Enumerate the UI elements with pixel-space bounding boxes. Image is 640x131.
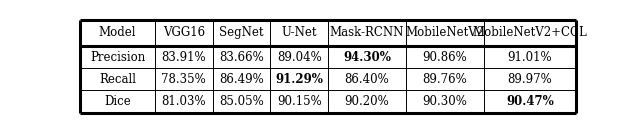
Text: 86.40%: 86.40% <box>344 73 389 86</box>
Text: 81.03%: 81.03% <box>161 95 206 108</box>
Text: MobileNetV2+CCL: MobileNetV2+CCL <box>472 26 588 39</box>
Text: MobileNetV2: MobileNetV2 <box>405 26 484 39</box>
Text: 90.47%: 90.47% <box>506 95 554 108</box>
Text: 83.91%: 83.91% <box>161 51 206 64</box>
Text: 90.86%: 90.86% <box>422 51 467 64</box>
Text: 90.20%: 90.20% <box>344 95 389 108</box>
Text: 91.29%: 91.29% <box>275 73 323 86</box>
Text: Model: Model <box>99 26 136 39</box>
Text: 89.97%: 89.97% <box>508 73 552 86</box>
Text: VGG16: VGG16 <box>163 26 205 39</box>
Text: 85.05%: 85.05% <box>219 95 264 108</box>
Text: SegNet: SegNet <box>220 26 264 39</box>
Text: 86.49%: 86.49% <box>219 73 264 86</box>
Text: 90.15%: 90.15% <box>276 95 321 108</box>
Text: Recall: Recall <box>99 73 136 86</box>
Text: Precision: Precision <box>90 51 145 64</box>
Text: U-Net: U-Net <box>282 26 317 39</box>
Text: 94.30%: 94.30% <box>343 51 391 64</box>
Text: 89.04%: 89.04% <box>276 51 321 64</box>
Text: 78.35%: 78.35% <box>161 73 206 86</box>
Text: 83.66%: 83.66% <box>219 51 264 64</box>
Text: Mask-RCNN: Mask-RCNN <box>330 26 404 39</box>
Text: 90.30%: 90.30% <box>422 95 467 108</box>
Text: 91.01%: 91.01% <box>508 51 552 64</box>
Text: Dice: Dice <box>104 95 131 108</box>
Text: 89.76%: 89.76% <box>422 73 467 86</box>
